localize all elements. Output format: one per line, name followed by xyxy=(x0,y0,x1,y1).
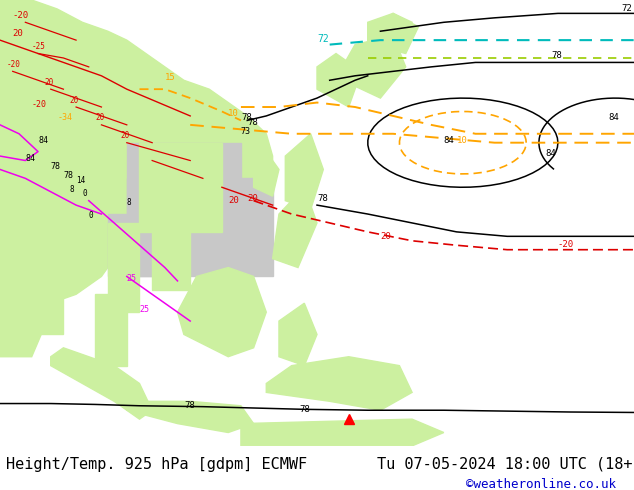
Text: 20: 20 xyxy=(95,113,105,122)
Text: 84: 84 xyxy=(444,136,455,145)
Text: 0: 0 xyxy=(89,212,93,220)
Text: -20: -20 xyxy=(13,11,29,20)
Text: 84: 84 xyxy=(545,149,556,158)
Text: 78: 78 xyxy=(317,194,328,203)
Text: 20: 20 xyxy=(120,131,130,140)
Text: 20: 20 xyxy=(44,78,54,87)
Text: 8: 8 xyxy=(127,198,131,207)
Text: 78: 78 xyxy=(51,163,61,172)
Text: 20: 20 xyxy=(228,196,239,205)
Text: 25: 25 xyxy=(139,305,150,314)
Text: 20: 20 xyxy=(70,96,79,104)
Polygon shape xyxy=(285,134,323,210)
Text: 78: 78 xyxy=(241,113,252,122)
Text: Height/Temp. 925 hPa [gdpm] ECMWF: Height/Temp. 925 hPa [gdpm] ECMWF xyxy=(6,457,307,472)
Polygon shape xyxy=(127,401,254,433)
Polygon shape xyxy=(127,143,241,223)
Polygon shape xyxy=(108,214,165,276)
Text: 72: 72 xyxy=(317,34,329,45)
Text: 84: 84 xyxy=(609,113,619,122)
Polygon shape xyxy=(0,223,63,334)
Text: -34: -34 xyxy=(57,113,72,122)
Text: 78: 78 xyxy=(185,401,195,411)
Polygon shape xyxy=(266,357,412,410)
Polygon shape xyxy=(108,223,139,312)
Polygon shape xyxy=(317,53,361,107)
Text: 0: 0 xyxy=(82,189,87,198)
Text: 20: 20 xyxy=(247,194,258,203)
Polygon shape xyxy=(0,0,273,303)
Polygon shape xyxy=(0,143,25,201)
Polygon shape xyxy=(254,151,279,196)
Text: -20: -20 xyxy=(32,100,47,109)
Text: 14: 14 xyxy=(76,176,86,185)
Polygon shape xyxy=(273,187,317,268)
Polygon shape xyxy=(95,294,127,366)
Text: 25: 25 xyxy=(127,274,137,283)
Text: 72: 72 xyxy=(621,4,632,13)
Text: ©weatheronline.co.uk: ©weatheronline.co.uk xyxy=(466,478,616,490)
Text: 15: 15 xyxy=(165,74,176,82)
Polygon shape xyxy=(342,36,406,98)
Text: 84: 84 xyxy=(38,136,48,145)
Polygon shape xyxy=(0,268,51,357)
Text: 78: 78 xyxy=(247,118,258,127)
Text: 84: 84 xyxy=(25,153,36,163)
Text: -20: -20 xyxy=(558,241,574,249)
Text: 10: 10 xyxy=(228,109,239,118)
Text: 20: 20 xyxy=(13,29,23,38)
Text: 20: 20 xyxy=(380,232,391,241)
Text: 78: 78 xyxy=(299,405,309,415)
Text: 78: 78 xyxy=(63,172,74,180)
Text: Tu 07-05-2024 18:00 UTC (18+144): Tu 07-05-2024 18:00 UTC (18+144) xyxy=(377,457,634,472)
Polygon shape xyxy=(178,268,266,357)
Text: 8: 8 xyxy=(70,185,74,194)
Text: 73: 73 xyxy=(241,127,251,136)
Text: -25: -25 xyxy=(32,42,46,51)
Polygon shape xyxy=(127,178,273,276)
Polygon shape xyxy=(152,214,190,290)
Polygon shape xyxy=(241,419,444,446)
Polygon shape xyxy=(368,13,418,53)
Polygon shape xyxy=(0,80,32,134)
Polygon shape xyxy=(279,303,317,366)
Text: 78: 78 xyxy=(552,51,562,60)
Polygon shape xyxy=(380,13,412,40)
Polygon shape xyxy=(51,348,152,419)
Text: -20: -20 xyxy=(6,60,20,69)
Polygon shape xyxy=(139,143,222,232)
Text: 10: 10 xyxy=(456,136,467,145)
